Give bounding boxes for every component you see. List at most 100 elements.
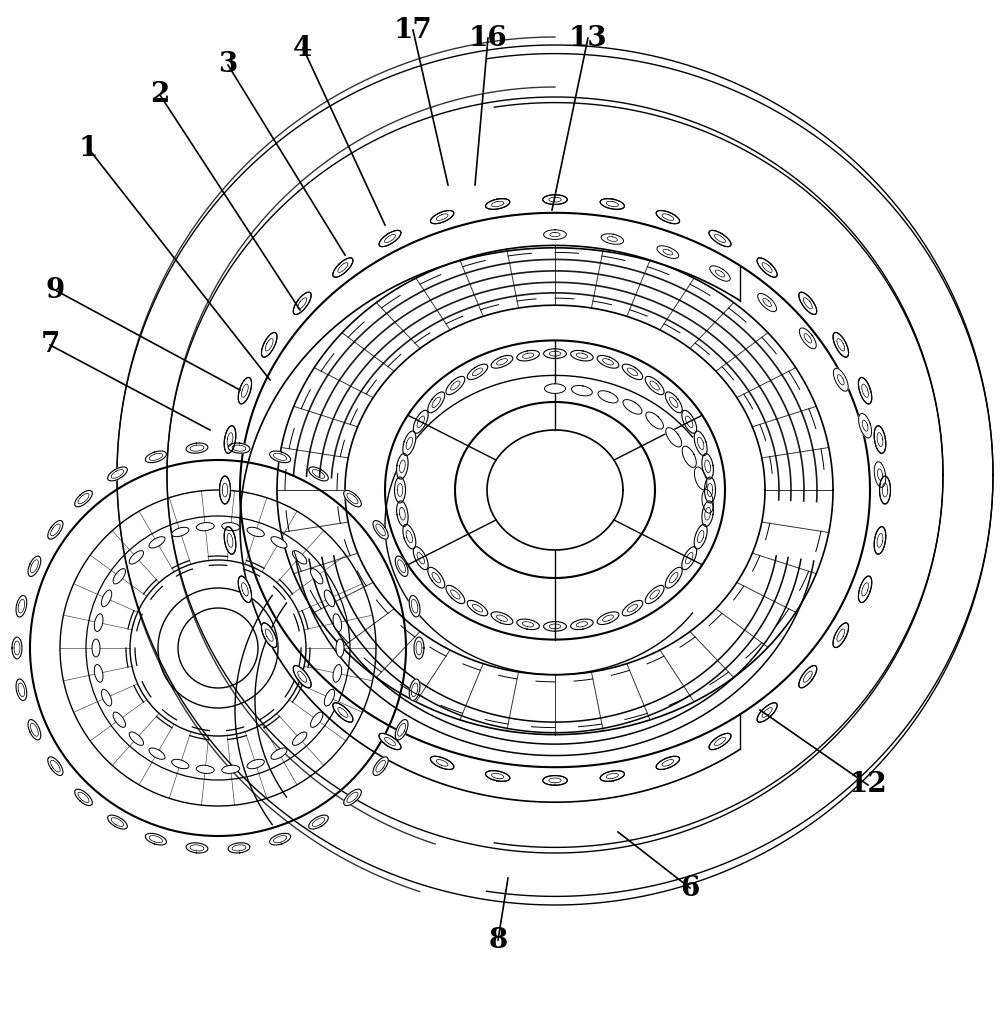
Polygon shape: [446, 585, 465, 604]
Polygon shape: [858, 576, 872, 602]
Polygon shape: [597, 356, 619, 368]
Text: 8: 8: [488, 927, 508, 953]
Polygon shape: [108, 815, 127, 829]
Polygon shape: [645, 376, 664, 394]
Text: 7: 7: [40, 331, 60, 359]
Polygon shape: [694, 431, 707, 455]
Polygon shape: [665, 392, 682, 412]
Ellipse shape: [92, 639, 100, 657]
Ellipse shape: [271, 748, 287, 759]
Polygon shape: [799, 328, 816, 348]
Polygon shape: [601, 234, 624, 244]
Text: 2: 2: [150, 81, 170, 109]
Polygon shape: [270, 451, 291, 462]
Polygon shape: [397, 501, 408, 526]
Polygon shape: [544, 384, 566, 393]
Ellipse shape: [172, 527, 189, 536]
Polygon shape: [186, 443, 208, 453]
Polygon shape: [757, 703, 777, 722]
Polygon shape: [309, 815, 328, 829]
Ellipse shape: [113, 569, 126, 584]
Polygon shape: [186, 843, 208, 853]
Polygon shape: [379, 231, 401, 247]
Polygon shape: [572, 385, 592, 396]
Polygon shape: [48, 757, 63, 775]
Polygon shape: [600, 771, 624, 781]
Polygon shape: [517, 351, 539, 361]
Polygon shape: [12, 637, 22, 659]
Polygon shape: [344, 789, 361, 806]
Polygon shape: [694, 467, 707, 490]
Polygon shape: [409, 679, 420, 701]
Ellipse shape: [196, 522, 214, 530]
Polygon shape: [694, 524, 707, 549]
Polygon shape: [395, 556, 408, 576]
Ellipse shape: [172, 759, 189, 769]
Polygon shape: [709, 734, 731, 750]
Text: 17: 17: [394, 16, 432, 44]
Ellipse shape: [271, 536, 287, 548]
Ellipse shape: [101, 590, 112, 607]
Polygon shape: [833, 623, 849, 647]
Ellipse shape: [101, 689, 112, 706]
Polygon shape: [145, 451, 166, 462]
Polygon shape: [228, 843, 250, 853]
Polygon shape: [379, 734, 401, 750]
Text: 12: 12: [849, 771, 887, 799]
Polygon shape: [430, 756, 454, 769]
Polygon shape: [571, 619, 593, 630]
Polygon shape: [397, 453, 408, 480]
Polygon shape: [491, 356, 513, 368]
Polygon shape: [517, 619, 539, 630]
Polygon shape: [228, 443, 250, 453]
Polygon shape: [622, 364, 643, 380]
Polygon shape: [710, 266, 730, 281]
Polygon shape: [145, 833, 166, 845]
Polygon shape: [702, 490, 713, 513]
Polygon shape: [261, 332, 277, 358]
Polygon shape: [293, 665, 311, 688]
Polygon shape: [373, 520, 388, 539]
Polygon shape: [645, 585, 664, 604]
Polygon shape: [682, 547, 697, 570]
Ellipse shape: [324, 590, 335, 607]
Polygon shape: [799, 665, 817, 688]
Polygon shape: [403, 524, 416, 549]
Polygon shape: [486, 199, 510, 209]
Text: 13: 13: [569, 24, 607, 52]
Ellipse shape: [310, 712, 323, 727]
Polygon shape: [543, 775, 567, 785]
Polygon shape: [600, 199, 624, 209]
Polygon shape: [224, 426, 236, 453]
Text: 1: 1: [78, 134, 98, 162]
Polygon shape: [333, 703, 353, 722]
Polygon shape: [491, 612, 513, 625]
Polygon shape: [224, 526, 236, 555]
Polygon shape: [220, 477, 230, 504]
Polygon shape: [413, 547, 428, 570]
Ellipse shape: [292, 732, 307, 746]
Polygon shape: [238, 378, 252, 404]
Polygon shape: [293, 293, 311, 314]
Polygon shape: [403, 431, 416, 455]
Polygon shape: [666, 428, 682, 447]
Ellipse shape: [129, 551, 144, 564]
Polygon shape: [28, 556, 41, 576]
Ellipse shape: [149, 536, 165, 548]
Polygon shape: [597, 612, 619, 625]
Text: 3: 3: [218, 52, 238, 78]
Polygon shape: [859, 414, 872, 438]
Polygon shape: [394, 478, 405, 503]
Ellipse shape: [292, 551, 307, 564]
Ellipse shape: [310, 569, 323, 584]
Polygon shape: [858, 378, 872, 404]
Polygon shape: [28, 719, 41, 740]
Polygon shape: [874, 461, 886, 488]
Text: 4: 4: [293, 35, 313, 62]
Polygon shape: [656, 756, 680, 769]
Polygon shape: [799, 293, 817, 314]
Polygon shape: [682, 410, 697, 433]
Polygon shape: [467, 364, 488, 380]
Polygon shape: [333, 258, 353, 277]
Polygon shape: [309, 467, 328, 481]
